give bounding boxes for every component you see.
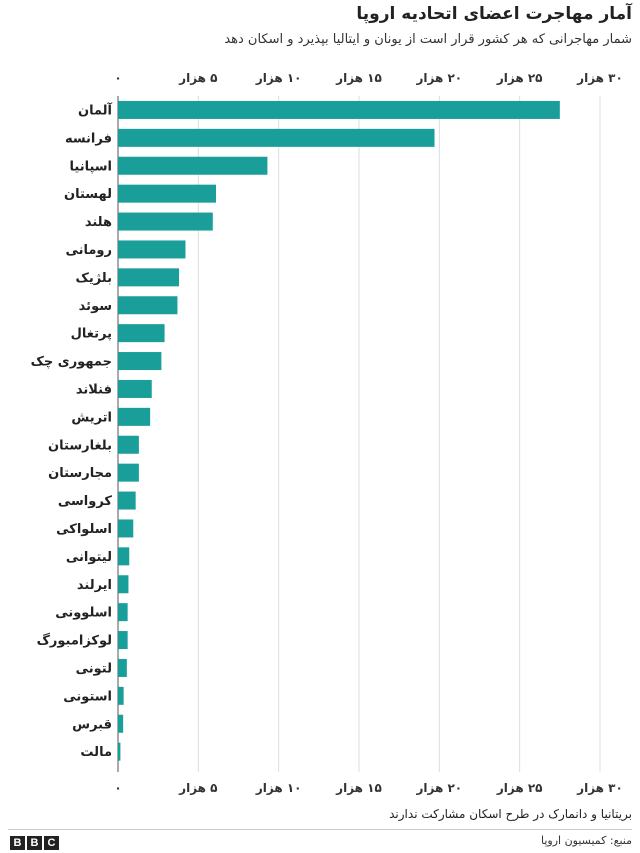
x-tick-label-bottom: ۲۰ هزار [416, 781, 463, 795]
bar [118, 547, 130, 566]
bar [118, 212, 213, 231]
x-tick-label-top: ۵ هزار [178, 71, 217, 85]
x-tick-label-bottom: ۱۰ هزار [255, 781, 302, 795]
category-label: مجارستان [48, 466, 112, 481]
bar [118, 658, 127, 677]
bar [118, 631, 128, 650]
bar [118, 100, 560, 119]
category-label: رومانی [65, 243, 112, 258]
x-tick-label-bottom: ۱۵ هزار [335, 781, 382, 795]
x-tick-label-bottom: ۵ هزار [178, 781, 217, 795]
category-label: لتونی [76, 661, 112, 676]
category-label: اسلوونی [55, 606, 112, 621]
bar [118, 519, 134, 538]
category-label: هلند [85, 215, 112, 230]
category-label: قبرس [72, 717, 112, 732]
x-tick-label-top: ۳۰ هزار [576, 71, 623, 85]
bbc-logo: B B C [10, 836, 59, 850]
bar [118, 463, 139, 482]
bar [118, 435, 139, 454]
logo-letter: B [27, 836, 42, 850]
bar [118, 491, 136, 510]
category-label: فنلاند [76, 382, 112, 397]
category-label: کرواسی [58, 494, 113, 509]
bar [118, 184, 217, 203]
bar [118, 352, 162, 371]
bar [118, 156, 268, 175]
category-label: لیتوانی [66, 550, 112, 565]
bar [118, 324, 165, 343]
category-label: ایرلند [77, 578, 112, 593]
category-label: پرتغال [71, 327, 112, 342]
category-label: آلمان [78, 101, 113, 118]
source-text: منبع: کمیسیون اروپا [541, 834, 632, 847]
bar [118, 268, 180, 287]
category-label: جمهوری چک [31, 355, 112, 370]
x-tick-label-top: ۲۰ هزار [416, 71, 463, 85]
bar [118, 128, 435, 147]
chart-title: آمار مهاجرت اعضای اتحادیه اروپا [356, 4, 632, 24]
category-label: فرانسه [65, 131, 112, 146]
x-tick-label-bottom: ۲۵ هزار [496, 781, 543, 795]
bar [118, 240, 186, 259]
logo-letter: B [10, 836, 25, 850]
bar [118, 686, 124, 705]
x-tick-label-top: ۲۵ هزار [496, 71, 543, 85]
chart-footnote: بریتانیا و دانمارک در طرح اسکان مشارکت ن… [389, 807, 632, 821]
bar [118, 742, 121, 761]
category-label: بلژیک [76, 271, 112, 286]
category-label: استونی [63, 689, 112, 704]
category-label: اسپانیا [70, 159, 113, 174]
category-label: لهستان [64, 187, 112, 202]
logo-letter: C [44, 836, 59, 850]
bar [118, 575, 129, 594]
x-tick-label-top: ۱۵ هزار [335, 71, 382, 85]
footer-divider [8, 829, 632, 830]
category-label: اتریش [71, 410, 112, 425]
bar [118, 296, 178, 315]
bar [118, 714, 124, 733]
bar [118, 379, 152, 398]
category-label: مالت [80, 745, 112, 760]
category-label: سوئد [79, 299, 112, 314]
x-tick-label-top: ۰ [114, 71, 121, 85]
x-tick-label-top: ۱۰ هزار [255, 71, 302, 85]
x-tick-label-bottom: ۳۰ هزار [576, 781, 623, 795]
chart-subtitle: شمار مهاجرانی که هر کشور قرار است از یون… [224, 32, 632, 47]
category-label: بلغارستان [48, 438, 112, 453]
bar [118, 603, 128, 622]
category-label: لوکزامبورگ [37, 632, 112, 649]
category-label: اسلواکی [56, 522, 112, 537]
bar [118, 407, 151, 426]
x-tick-label-bottom: ۰ [114, 781, 121, 795]
